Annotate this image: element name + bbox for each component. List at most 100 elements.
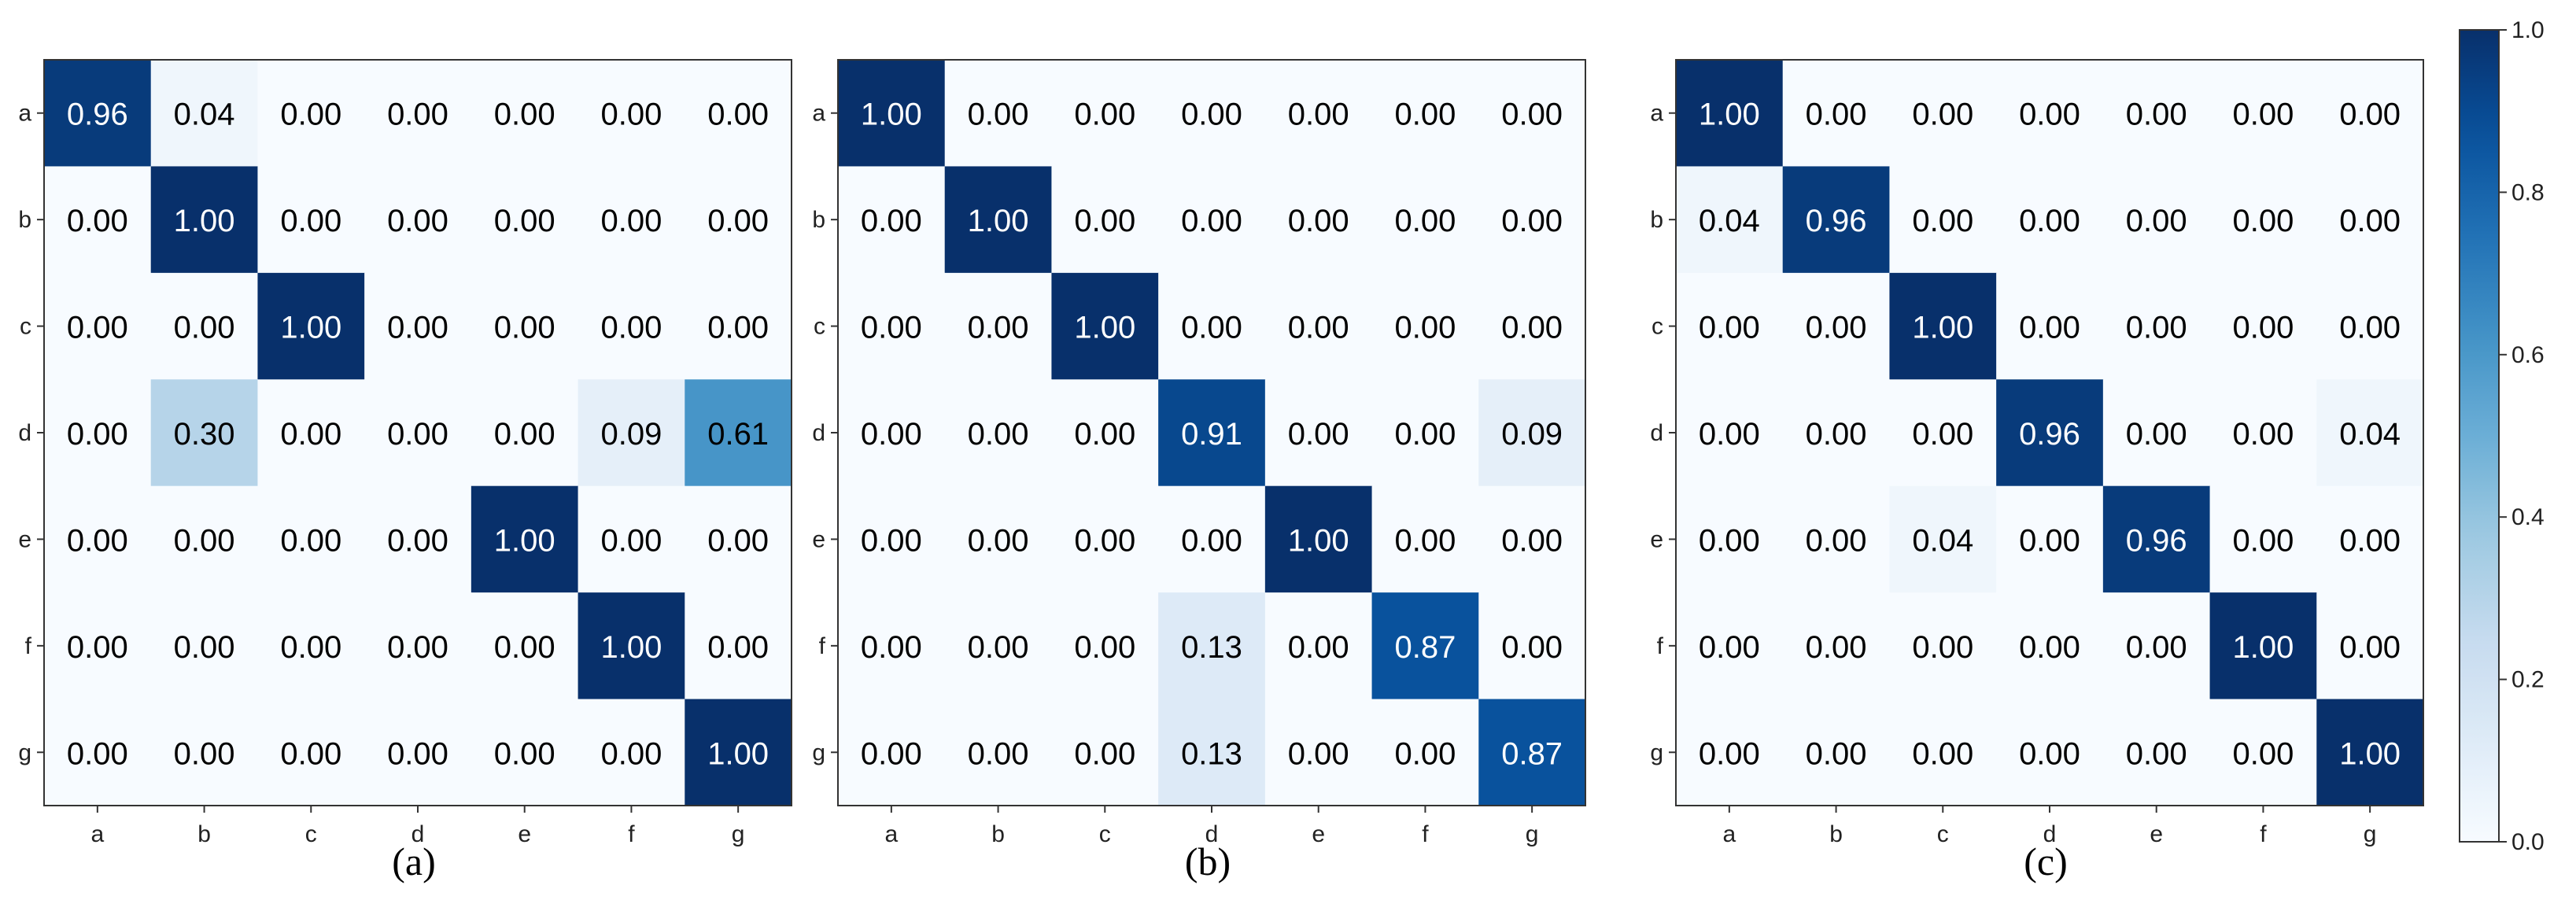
cell-value-label: 0.61 bbox=[707, 417, 769, 452]
heatmap-cell bbox=[838, 592, 946, 700]
heatmap-cell bbox=[44, 699, 152, 806]
x-tick-label: a bbox=[91, 821, 105, 847]
heatmap-cell bbox=[364, 60, 472, 167]
x-tick-label: g bbox=[1526, 821, 1539, 847]
x-tick-label: d bbox=[1205, 821, 1219, 847]
cell-value-label: 0.00 bbox=[1699, 630, 1760, 665]
cell-value-label: 0.00 bbox=[968, 630, 1029, 665]
cell-value-label: 0.00 bbox=[1806, 630, 1867, 665]
cell-value-label: 0.00 bbox=[1181, 204, 1242, 238]
heatmap-cell bbox=[1889, 60, 1997, 167]
heatmap-cell bbox=[1264, 60, 1373, 167]
cell-value-label: 0.00 bbox=[1394, 523, 1456, 558]
heatmap-cell bbox=[2316, 592, 2424, 700]
y-tick-label: f bbox=[819, 633, 826, 659]
heatmap-cell bbox=[1676, 60, 1784, 167]
heatmap-cell bbox=[2209, 379, 2317, 487]
heatmap-cell bbox=[2316, 485, 2424, 593]
colorbar-tick-label: 0.0 bbox=[2511, 829, 2545, 855]
heatmap-cell bbox=[1676, 379, 1784, 487]
heatmap-cell bbox=[257, 60, 365, 167]
cell-value-label: 0.00 bbox=[707, 311, 769, 345]
cell-value-label: 1.00 bbox=[861, 98, 922, 132]
y-tick-label: b bbox=[18, 207, 31, 233]
cell-value-label: 0.00 bbox=[1699, 523, 1760, 558]
heatmap-cell bbox=[1051, 60, 1159, 167]
heatmap-cell bbox=[1889, 166, 1997, 274]
heatmap-cell bbox=[1996, 699, 2104, 806]
cell-value-label: 0.00 bbox=[387, 736, 448, 771]
cell-value-label: 0.00 bbox=[707, 630, 769, 665]
cell-value-label: 0.00 bbox=[2126, 630, 2187, 665]
heatmap-cell bbox=[1051, 272, 1159, 380]
cell-value-label: 0.00 bbox=[67, 523, 128, 558]
cell-value-label: 0.00 bbox=[968, 417, 1029, 452]
x-tick-label: c bbox=[305, 821, 317, 847]
x-tick-label: c bbox=[1099, 821, 1111, 847]
cell-value-label: 0.00 bbox=[1501, 523, 1563, 558]
heatmap-cell bbox=[1996, 485, 2104, 593]
heatmap-cell bbox=[1264, 592, 1373, 700]
heatmap-cell bbox=[1782, 379, 1890, 487]
cell-value-label: 0.00 bbox=[1394, 736, 1456, 771]
heatmap-cell bbox=[1676, 699, 1784, 806]
cell-value-label: 0.00 bbox=[707, 98, 769, 132]
heatmap-panel: 1.00 0.00 0.00 0.00 0.00 0.00 0.00 0.04 0.96 0.00… bbox=[1650, 59, 2424, 883]
cell-value-label: 1.00 bbox=[2339, 736, 2401, 771]
cell-value-label: 1.00 bbox=[968, 204, 1029, 238]
cell-value-label: 0.00 bbox=[2126, 98, 2187, 132]
heatmap-cell bbox=[1782, 60, 1890, 167]
cell-value-label: 0.00 bbox=[968, 736, 1029, 771]
y-tick-label: f bbox=[25, 633, 32, 659]
x-tick-label: b bbox=[991, 821, 1005, 847]
cell-value-label: 0.04 bbox=[174, 98, 235, 132]
heatmap-cell bbox=[838, 272, 946, 380]
heatmap-cell bbox=[578, 166, 685, 274]
x-tick-label: c bbox=[1937, 821, 1949, 847]
cell-value-label: 0.00 bbox=[2019, 523, 2080, 558]
cell-value-label: 0.00 bbox=[861, 311, 922, 345]
heatmap-cell bbox=[838, 60, 946, 167]
panel-caption: (c) bbox=[2024, 839, 2068, 883]
cell-value-label: 0.00 bbox=[600, 736, 662, 771]
heatmap-cell bbox=[838, 485, 946, 593]
cell-value-label: 0.00 bbox=[2232, 417, 2294, 452]
cell-value-label: 0.00 bbox=[2339, 311, 2401, 345]
cell-value-label: 0.00 bbox=[1074, 204, 1135, 238]
cell-value-label: 0.00 bbox=[2339, 98, 2401, 132]
heatmap-cell bbox=[471, 166, 579, 274]
cell-value-label: 0.00 bbox=[1181, 311, 1242, 345]
cell-value-label: 0.00 bbox=[1912, 630, 1973, 665]
cell-value-label: 0.00 bbox=[2232, 204, 2294, 238]
heatmap-cell bbox=[471, 485, 579, 593]
y-tick-label: e bbox=[18, 526, 31, 552]
cell-value-label: 0.00 bbox=[1912, 98, 1973, 132]
panel-caption: (a) bbox=[392, 839, 436, 883]
colorbar-tick-label: 1.0 bbox=[2511, 17, 2545, 43]
cell-value-label: 0.00 bbox=[1074, 417, 1135, 452]
cell-value-label: 0.00 bbox=[2232, 98, 2294, 132]
cell-value-label: 0.00 bbox=[280, 417, 341, 452]
cell-value-label: 0.00 bbox=[1501, 98, 1563, 132]
cell-value-label: 0.09 bbox=[600, 417, 662, 452]
heatmap-cell bbox=[257, 379, 365, 487]
heatmap-cell bbox=[1782, 166, 1890, 274]
cell-value-label: 0.00 bbox=[600, 98, 662, 132]
cell-value-label: 0.00 bbox=[861, 523, 922, 558]
heatmap-cell bbox=[1889, 379, 1997, 487]
heatmap-cell bbox=[944, 166, 1052, 274]
heatmap-cell bbox=[44, 485, 152, 593]
cell-value-label: 0.00 bbox=[280, 98, 341, 132]
cell-value-label: 0.00 bbox=[494, 204, 555, 238]
heatmap-cell bbox=[1158, 592, 1266, 700]
cell-value-label: 0.00 bbox=[1912, 736, 1973, 771]
heatmap-cell bbox=[364, 485, 472, 593]
heatmap-cell bbox=[2316, 699, 2424, 806]
heatmap-cell bbox=[2316, 272, 2424, 380]
heatmap-cell bbox=[1996, 272, 2104, 380]
y-tick-label: c bbox=[814, 314, 825, 340]
heatmap-cell bbox=[1371, 592, 1479, 700]
cell-value-label: 0.00 bbox=[2339, 630, 2401, 665]
y-tick-label: e bbox=[1650, 526, 1663, 552]
cell-value-label: 0.00 bbox=[494, 630, 555, 665]
